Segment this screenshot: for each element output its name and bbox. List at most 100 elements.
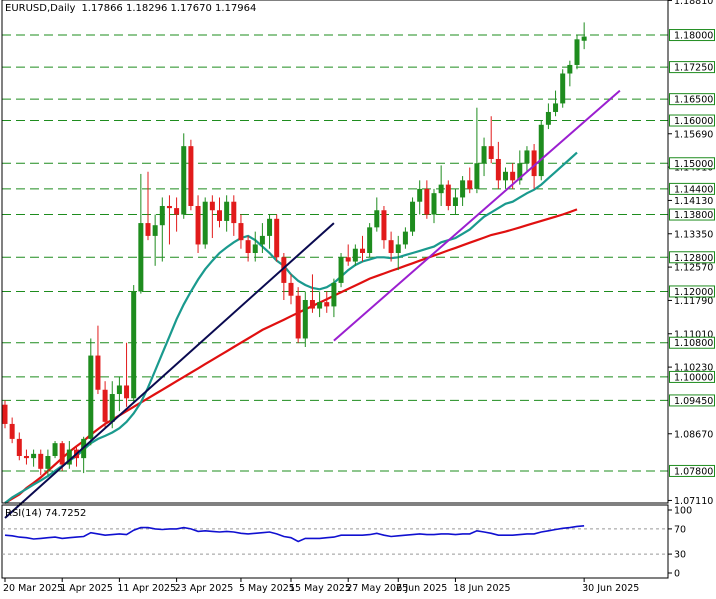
candle-body — [88, 355, 94, 439]
candle — [374, 197, 380, 232]
candle — [45, 449, 51, 476]
candle-body — [410, 201, 416, 232]
candle-body — [288, 282, 294, 296]
candle — [545, 103, 551, 130]
candle — [317, 291, 323, 318]
candle-body — [438, 184, 444, 194]
candle — [52, 441, 58, 459]
candle-body — [402, 231, 408, 245]
candle — [95, 325, 101, 395]
candle-body — [495, 158, 501, 181]
candle-body — [138, 223, 144, 292]
price-frame — [1, 0, 669, 504]
candle — [9, 417, 15, 444]
candle — [553, 90, 559, 117]
candle-body — [338, 257, 344, 283]
rsi-line — [4, 525, 585, 543]
candle — [23, 449, 29, 465]
candle — [152, 214, 158, 266]
price-tick-label: 1.15690 — [674, 129, 713, 140]
candle-body — [474, 163, 480, 189]
candle-body — [309, 300, 315, 309]
ohlc-values: 1.17866 1.18296 1.17670 1.17964 — [81, 3, 257, 14]
candle-body — [145, 223, 151, 236]
date-tick-label: 5 May 2025 — [239, 583, 295, 594]
candle-body — [195, 205, 201, 245]
level-badge-inner — [670, 465, 714, 476]
candle-body — [16, 438, 22, 456]
price-tick-label: 1.18810 — [674, 0, 713, 7]
candle-body — [331, 282, 337, 307]
candle — [16, 432, 22, 461]
candle-body — [560, 73, 566, 104]
candle — [81, 436, 87, 474]
level-badge-label: 1.18000 — [674, 31, 713, 42]
level-badge-label: 1.10800 — [674, 338, 713, 349]
candle — [338, 252, 344, 288]
candle-body — [452, 197, 458, 206]
price-tick-label: 1.10230 — [674, 363, 713, 374]
candle-body — [38, 453, 44, 469]
candle-body — [102, 389, 108, 422]
candle-body — [431, 193, 437, 215]
candle-body — [388, 240, 394, 253]
candle — [388, 231, 394, 262]
candle-body — [531, 150, 537, 177]
candle-body — [174, 208, 180, 215]
candle — [288, 274, 294, 305]
candle — [109, 381, 115, 429]
level-lines — [2, 34, 668, 472]
candle-body — [9, 423, 15, 439]
candle — [259, 223, 265, 253]
candle-body — [217, 210, 222, 221]
candle-body — [302, 300, 308, 339]
candle — [124, 342, 130, 407]
candle-body — [445, 184, 451, 206]
candle-body — [488, 146, 494, 159]
level-badge-inner — [670, 252, 714, 263]
level-badge-inner — [670, 395, 714, 406]
candle-body — [503, 171, 508, 181]
candle-body — [267, 218, 273, 236]
candle — [445, 180, 451, 211]
candle — [224, 195, 230, 232]
candle-body — [252, 244, 258, 253]
candle — [431, 188, 437, 224]
candle-body — [395, 244, 401, 253]
candle-body — [538, 124, 544, 177]
date-tick-label: 27 May 2025 — [346, 583, 408, 594]
price-tick-label: 1.07110 — [674, 496, 713, 507]
candle-body — [352, 248, 358, 262]
candle-body — [202, 201, 208, 245]
candle-body — [567, 64, 573, 74]
candle-body — [238, 223, 244, 241]
candle — [495, 141, 501, 189]
candle-body — [460, 180, 466, 198]
candle-body — [231, 201, 237, 224]
candle-body — [553, 103, 559, 112]
rsi-tick-label: 70 — [674, 524, 686, 535]
candle-body — [131, 291, 137, 399]
candle-body — [109, 394, 115, 422]
candle-body — [545, 111, 551, 125]
candle-body — [166, 205, 172, 209]
candle-body — [52, 443, 58, 456]
candle — [88, 338, 94, 446]
candle — [231, 195, 237, 236]
candle — [467, 167, 473, 194]
candle-body — [159, 205, 165, 226]
level-badge-inner — [670, 94, 714, 105]
price-tick-label: 1.08670 — [674, 429, 713, 440]
candle — [460, 176, 466, 206]
candle — [2, 400, 8, 429]
candle-body — [345, 257, 351, 262]
candle — [488, 116, 494, 164]
candle — [395, 235, 401, 271]
candle-body — [574, 39, 580, 65]
level-badge-inner — [670, 30, 714, 41]
candle — [202, 197, 208, 249]
candle-body — [281, 257, 287, 283]
candle-body — [2, 404, 8, 424]
level-badge-label: 1.16500 — [674, 95, 713, 106]
